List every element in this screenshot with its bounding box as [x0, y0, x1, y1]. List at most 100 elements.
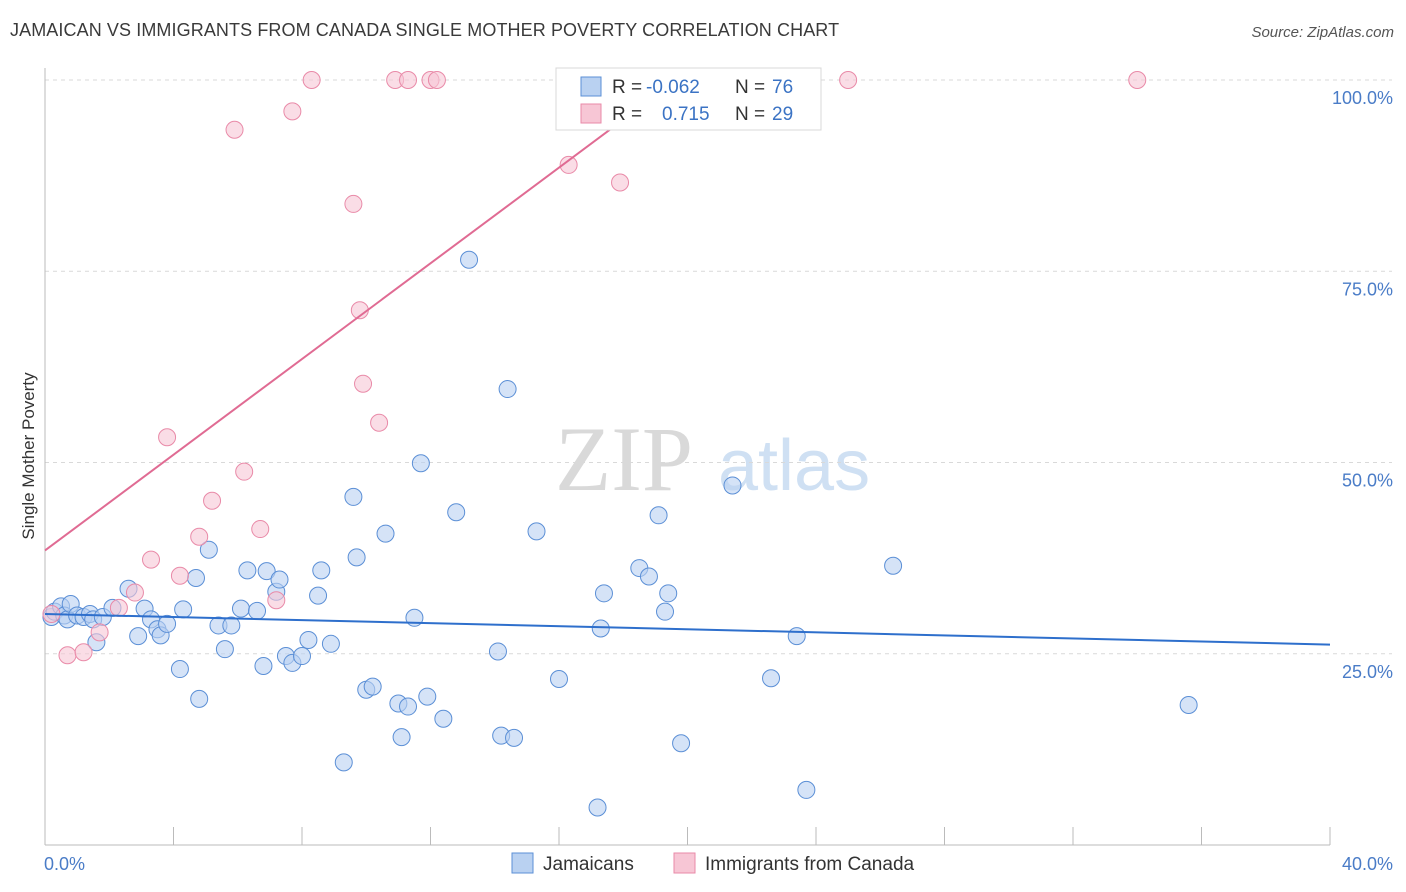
- canada-trend-line: [44, 83, 673, 552]
- canada-point-11: [225, 120, 244, 139]
- jamaicans-point-28: [231, 599, 250, 618]
- legend-n-value-2: 29: [772, 104, 793, 125]
- jamaicans-point-40: [312, 561, 331, 580]
- axes: [44, 68, 1331, 846]
- canada-points: [42, 71, 1147, 665]
- canada-point-25: [559, 155, 578, 174]
- jamaicans-point-47: [376, 524, 395, 543]
- jamaicans-point-30: [248, 601, 267, 620]
- jamaicans-point-65: [594, 584, 613, 603]
- y-axis-title: Single Mother Poverty: [19, 372, 38, 540]
- jamaicans-point-46: [363, 677, 382, 696]
- jamaicans-point-67: [639, 567, 658, 586]
- jamaicans-point-26: [215, 640, 234, 659]
- jamaicans-point-29: [238, 561, 257, 580]
- watermark-atlas: atlas: [718, 426, 870, 506]
- jamaicans-point-62: [550, 669, 568, 688]
- jamaicans-point-71: [672, 734, 691, 753]
- canada-point-8: [170, 566, 189, 585]
- legend-swatch-jamaicans: [580, 76, 602, 97]
- x-tick-label-1: 40.0%: [1342, 854, 1393, 874]
- canada-point-6: [142, 550, 161, 569]
- jamaicans-point-21: [186, 569, 205, 588]
- jamaicans-point-72: [723, 476, 742, 495]
- y-tick-label-2: 75.0%: [1342, 279, 1393, 299]
- jamaicans-point-50: [399, 697, 418, 716]
- jamaicans-point-54: [434, 709, 453, 728]
- jamaicans-point-68: [649, 506, 668, 525]
- trend-lines: [44, 83, 1331, 646]
- series-legend-swatch-jamaicans: [511, 852, 534, 874]
- jamaicans-point-49: [392, 728, 411, 747]
- source-label: Source: ZipAtlas.com: [1251, 24, 1394, 41]
- jamaicans-point-56: [460, 250, 479, 269]
- jamaicans-point-42: [334, 753, 353, 772]
- jamaicans-point-76: [884, 556, 903, 575]
- jamaicans-point-53: [418, 687, 437, 706]
- canada-point-14: [267, 591, 286, 610]
- jamaicans-point-59: [498, 380, 517, 399]
- legend-r-label-1: R =: [612, 77, 642, 98]
- jamaicans-point-37: [293, 647, 311, 666]
- jamaicans-point-52: [411, 454, 430, 473]
- canada-point-19: [354, 374, 373, 393]
- jamaicans-point-70: [659, 584, 678, 603]
- canada-point-24: [427, 71, 446, 89]
- jamaicans-point-24: [199, 540, 218, 559]
- jamaicans-point-32: [257, 562, 276, 581]
- canada-point-7: [158, 428, 177, 447]
- jamaicans-point-57: [488, 642, 507, 661]
- correlation-legend: R = -0.062 N = 76 R = 0.715 N = 29: [555, 67, 822, 131]
- legend-r-value-2: 0.715: [662, 104, 710, 125]
- jamaicans-point-23: [170, 660, 189, 679]
- series-legend-label-canada: Immigrants from Canada: [705, 854, 915, 875]
- y-tick-label-0: 25.0%: [1342, 662, 1393, 682]
- canada-point-17: [344, 194, 363, 213]
- canada-point-26: [611, 173, 630, 192]
- y-tick-label-3: 100.0%: [1332, 88, 1393, 108]
- jamaicans-point-77: [1179, 696, 1198, 715]
- y-tick-labels: 25.0% 50.0% 75.0% 100.0%: [1332, 88, 1393, 682]
- jamaicans-point-43: [344, 487, 363, 506]
- canada-point-15: [283, 102, 302, 121]
- canada-point-1: [58, 646, 77, 665]
- canada-point-27: [839, 71, 858, 89]
- jamaicans-point-39: [309, 586, 328, 605]
- legend-n-label-2: N =: [735, 104, 765, 125]
- watermark: ZIP atlas: [555, 408, 870, 510]
- legend-r-value-1: -0.062: [646, 77, 700, 98]
- x-tick-label-0: 0.0%: [44, 854, 85, 874]
- canada-point-12: [235, 462, 254, 481]
- jamaicans-point-20: [174, 600, 193, 619]
- jamaicans-point-75: [797, 780, 816, 799]
- jamaicans-point-74: [787, 627, 806, 646]
- y-tick-label-1: 50.0%: [1342, 471, 1393, 491]
- canada-point-22: [399, 71, 418, 89]
- jamaicans-point-14: [129, 627, 148, 646]
- series-legend-label-jamaicans: Jamaicans: [543, 854, 634, 875]
- jamaicans-point-60: [505, 728, 524, 747]
- jamaicans-point-27: [222, 616, 241, 635]
- series-legend-swatch-canada: [673, 852, 696, 874]
- jamaicans-point-69: [656, 602, 675, 621]
- jamaicans-point-22: [190, 689, 209, 708]
- canada-point-4: [109, 598, 128, 617]
- gridlines: [45, 79, 1392, 655]
- canada-point-16: [302, 71, 321, 89]
- canada-point-3: [90, 623, 109, 642]
- jamaicans-point-55: [447, 503, 466, 522]
- x-tick-labels: 0.0% 40.0%: [44, 854, 1393, 874]
- jamaicans-point-63: [588, 798, 607, 817]
- legend-n-value-1: 76: [772, 77, 793, 98]
- jamaicans-point-38: [299, 630, 318, 649]
- canada-point-20: [370, 413, 389, 432]
- jamaicans-point-73: [762, 669, 781, 688]
- legend-swatch-canada: [580, 103, 602, 124]
- jamaicans-point-44: [347, 548, 366, 567]
- jamaicans-trend-line: [44, 612, 1331, 646]
- jamaicans-point-19: [158, 614, 177, 633]
- canada-point-13: [251, 520, 270, 539]
- jamaicans-point-31: [254, 656, 273, 675]
- legend-n-label-1: N =: [735, 77, 765, 98]
